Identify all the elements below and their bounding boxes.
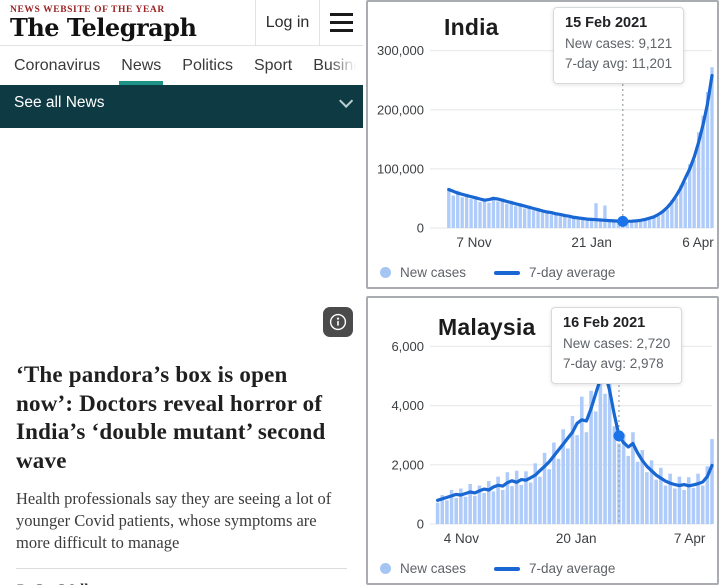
byline: By Joe Wallen (16, 582, 347, 585)
chart-tooltip: 15 Feb 2021 New cases: 9,121 7-day avg: … (553, 7, 685, 84)
legend-label: 7-day average (529, 265, 616, 280)
new-cases-dot-icon (380, 563, 391, 574)
chart-title: Malaysia (438, 314, 536, 340)
nav-item-sport[interactable]: Sport (253, 56, 293, 74)
chart-tooltip: 16 Feb 2021 New cases: 2,720 7-day avg: … (551, 307, 683, 384)
chart-legend: New cases 7-day average (380, 265, 615, 280)
average-line-icon (494, 270, 521, 275)
nav-item-politics[interactable]: Politics (182, 56, 233, 74)
tooltip-date: 16 Feb 2021 (563, 315, 646, 331)
menu-bar-icon (330, 21, 353, 24)
svg-text:21 Jan: 21 Jan (571, 235, 612, 250)
hamburger-menu-button[interactable] (319, 0, 363, 45)
tooltip-avg: 7-day avg: 11,201 (565, 56, 673, 72)
kicker-text: NEWS WEBSITE OF THE YEAR (10, 5, 165, 15)
legend-label: New cases (400, 265, 467, 280)
covid-chart-card-malaysia: Malaysia 6,000 4,000 2,000 0 4 Nov 20 Jan 7 Ap… (366, 296, 719, 585)
divider (16, 568, 347, 570)
svg-text:7 Apr: 7 Apr (674, 531, 706, 546)
article-summary: ‘The pandora’s box is open now’: Doctors… (0, 347, 363, 585)
svg-text:100,000: 100,000 (377, 161, 424, 176)
tooltip-date: 15 Feb 2021 (565, 15, 648, 31)
byline-prefix: By (16, 582, 31, 585)
covid-chart-card-india: India 300,000 200,000 100,000 0 7 Nov 21 Jan 6… (366, 0, 719, 289)
svg-text:0: 0 (417, 517, 424, 532)
svg-text:0: 0 (417, 221, 424, 236)
tooltip-new-cases: New cases: 9,121 (565, 36, 673, 51)
article-headline: ‘The pandora’s box is open now’: Doctors… (16, 362, 326, 473)
svg-text:2,000: 2,000 (391, 457, 424, 472)
svg-text:4,000: 4,000 (391, 398, 424, 413)
legend-7day-average: 7-day average (494, 561, 615, 576)
svg-text:200,000: 200,000 (377, 102, 424, 117)
article-standfirst: Health professionals say they are seeing… (16, 489, 332, 553)
legend-label: New cases (400, 561, 467, 576)
svg-text:20 Jan: 20 Jan (556, 531, 597, 546)
legend-new-cases: New cases (380, 561, 466, 576)
login-button[interactable]: Log in (255, 0, 319, 45)
menu-bar-icon (330, 29, 353, 32)
legend-7day-average: 7-day average (494, 265, 615, 280)
chevron-down-icon (339, 93, 354, 108)
svg-text:7 Nov: 7 Nov (456, 235, 492, 250)
site-header: NEWS WEBSITE OF THE YEAR The Telegraph L… (0, 0, 363, 46)
see-all-news-banner[interactable]: See all News (0, 85, 363, 121)
section-nav: Coronavirus News Politics Sport Business… (0, 46, 363, 85)
tooltip-avg: 7-day avg: 2,978 (563, 356, 664, 372)
svg-text:6 Apr: 6 Apr (682, 235, 714, 250)
average-line-icon (494, 566, 521, 571)
byline-author[interactable]: Joe Wallen (35, 582, 103, 585)
malaysia-cases-chart[interactable]: 6,000 4,000 2,000 0 4 Nov 20 Jan 7 Apr (368, 322, 717, 550)
chart-legend: New cases 7-day average (380, 561, 615, 576)
info-icon (329, 313, 347, 331)
telegraph-page: NEWS WEBSITE OF THE YEAR The Telegraph L… (0, 0, 363, 585)
svg-text:6,000: 6,000 (391, 339, 424, 354)
image-info-button[interactable] (323, 307, 353, 337)
article-photo (0, 121, 363, 347)
banner-label: See all News (14, 94, 105, 111)
tooltip-new-cases: New cases: 2,720 (563, 336, 671, 351)
nav-item-business[interactable]: Business (313, 56, 363, 74)
svg-text:300,000: 300,000 (377, 43, 424, 58)
chart-title: India (444, 14, 499, 40)
nav-item-coronavirus[interactable]: Coronavirus (14, 56, 101, 74)
photo-top-strip (0, 121, 363, 128)
telegraph-logo[interactable]: The Telegraph (10, 13, 197, 42)
brand-block[interactable]: NEWS WEBSITE OF THE YEAR The Telegraph (0, 0, 255, 45)
india-cases-chart[interactable]: 300,000 200,000 100,000 0 7 Nov 21 Jan 6 Apr (368, 26, 717, 254)
svg-text:4 Nov: 4 Nov (444, 531, 480, 546)
nav-item-news[interactable]: News (119, 46, 164, 85)
new-cases-dot-icon (380, 267, 391, 278)
legend-new-cases: New cases (380, 265, 466, 280)
legend-label: 7-day average (529, 561, 616, 576)
menu-bar-icon (330, 13, 353, 16)
